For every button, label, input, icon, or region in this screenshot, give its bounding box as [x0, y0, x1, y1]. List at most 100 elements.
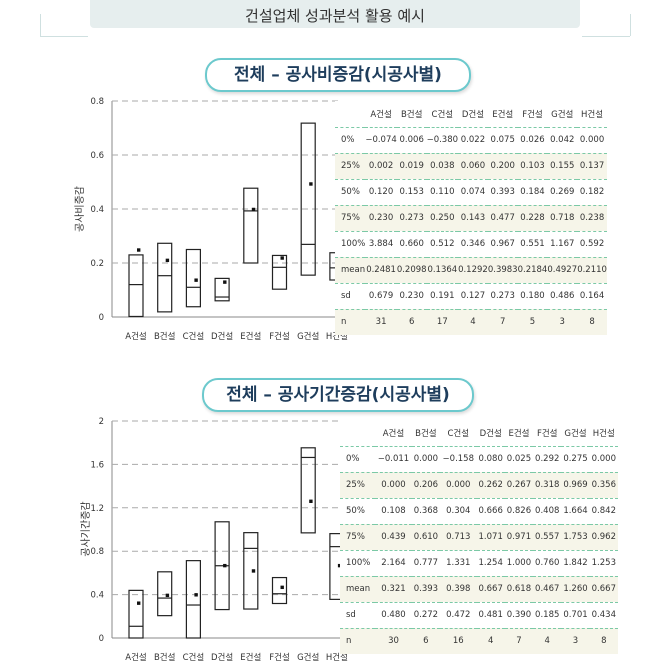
table-cell: 0.304: [446, 506, 471, 516]
table-header-row: A건설 B건설 C건설 D건설 E건설 F건설 G건설 H건설: [335, 101, 607, 127]
table-row: mean 0.2481 0.2098 0.1364 0.1292 0.3983 0.2184…: [335, 257, 607, 283]
y-axis-label: 공사기간증감: [80, 501, 92, 556]
column-header: D건설: [461, 109, 485, 120]
x-tick-label: B건설: [154, 652, 176, 663]
table-row: sd 0.480 0.272 0.472 0.481 0.390 0.185 0.701 0.4…: [340, 602, 618, 628]
table-cell: 0.275: [563, 454, 588, 464]
table-cell: 0.667: [478, 584, 503, 594]
guide-line: [582, 36, 630, 37]
x-tick-label: F건설: [269, 331, 290, 342]
column-header: A건설: [382, 428, 405, 439]
table-cell: 30: [388, 636, 399, 647]
table-cell: 0.3983: [487, 265, 518, 275]
table-row: 75% 0.439 0.610 0.713 1.071 0.971 0.557 1.753 0.…: [340, 524, 618, 550]
column-header: F건설: [522, 109, 543, 120]
table-cell: 0.356: [591, 480, 616, 490]
table-cell: 0.292: [535, 454, 560, 464]
row-label: 50%: [346, 506, 365, 516]
table-cell: 0.718: [550, 213, 575, 223]
mean-marker: [165, 593, 170, 598]
x-tick-label: A건설: [125, 652, 147, 663]
header-bar: 건설업체 성과분석 활용 예시: [90, 0, 580, 28]
table-cell: 0.439: [381, 532, 406, 542]
table-cell: 0.486: [550, 291, 575, 301]
mean-marker: [251, 569, 256, 573]
table-header-row: A건설 B건설 C건설 D건설 E건설 F건설 G건설 H건설: [340, 420, 618, 446]
table-cell: 0.480: [381, 610, 406, 620]
table-cell: 1.753: [563, 532, 588, 542]
table-cell: 0.000: [381, 480, 406, 490]
box: [243, 532, 259, 610]
box: [128, 254, 144, 318]
row-label: n: [346, 636, 352, 647]
table-cell: 0.434: [591, 610, 616, 620]
table-cell: 0.180: [520, 291, 545, 301]
table-cell: 31: [375, 317, 387, 328]
y-tick-label: 0.2: [90, 259, 104, 269]
row-label: 100%: [341, 239, 366, 249]
y-axis-label: 공사비증감: [74, 186, 86, 232]
y-tick-label: 0.8: [90, 97, 104, 107]
table-cell: 0.1364: [427, 265, 458, 275]
table-cell: 3: [559, 317, 565, 328]
table-cell: 0.398: [446, 584, 471, 594]
table-cell: 0.393: [413, 584, 439, 594]
page-title: 건설업체 성과분석 활용 예시: [245, 7, 425, 25]
column-header: E건설: [508, 428, 530, 439]
table-cell: 0.318: [535, 480, 560, 490]
table-cell: 8: [601, 636, 607, 647]
table-cell: 0.000: [579, 135, 605, 145]
row-label: 75%: [346, 532, 365, 542]
table-cell: 0.155: [550, 161, 575, 171]
row-label: 25%: [346, 480, 365, 490]
x-tick-label: D건설: [211, 652, 233, 663]
table-cell: 0.610: [413, 532, 439, 542]
table-cell: 0.143: [460, 213, 486, 223]
table-cell: 0.826: [506, 506, 532, 516]
mean-marker: [309, 182, 313, 186]
table-row: n 30 6 16 4 7 4 3 8: [340, 628, 618, 654]
table-cell: 1.842: [563, 558, 588, 568]
y-tick-label: 0.4: [90, 205, 104, 215]
table-cell: 8: [589, 317, 595, 328]
chart-title: 전체 – 공사기간증감(시공사별): [202, 378, 474, 412]
table-cell: 0.127: [460, 291, 486, 301]
y-tick-label: 0.6: [90, 151, 104, 161]
table-row: 0% −0.074 0.006 −0.380 0.022 0.075 0.026 0.042 0…: [335, 127, 607, 153]
table-cell: 7: [500, 317, 506, 328]
table-cell: 2.164: [381, 558, 406, 568]
y-tick-label: 0: [99, 313, 104, 323]
table-cell: 0.777: [413, 558, 439, 568]
table-cell: 0.022: [460, 135, 486, 145]
table-row: 50% 0.108 0.368 0.304 0.666 0.826 0.408 1.664 0.…: [340, 498, 618, 524]
table-cell: 0.074: [460, 187, 486, 197]
table-cell: 0.250: [430, 213, 455, 223]
x-tick-label: A건설: [125, 331, 147, 342]
table-row: 25% 0.002 0.019 0.038 0.060 0.200 0.103 0.155 0.…: [335, 153, 607, 179]
table-row: mean 0.321 0.393 0.398 0.667 0.618 0.467 1.260 0…: [340, 576, 618, 602]
x-tick-label: F건설: [269, 652, 290, 663]
mean-marker: [337, 563, 342, 568]
table-cell: 0.393: [490, 187, 515, 197]
mean-marker: [137, 601, 141, 605]
table-cell: 0.969: [563, 480, 588, 490]
box: [185, 248, 201, 308]
table-cell: 0.273: [399, 213, 424, 223]
row-label: mean: [346, 584, 371, 594]
column-header: [335, 101, 365, 127]
table-cell: 4: [487, 636, 494, 647]
table-cell: 0.701: [563, 610, 588, 620]
column-header: B건설: [400, 109, 423, 120]
table-cell: 0.206: [413, 480, 439, 490]
row-label: sd: [341, 291, 351, 301]
y-tick-label: 1.2: [90, 504, 104, 514]
table-cell: 0.000: [413, 454, 439, 464]
table-cell: 0.390: [506, 610, 532, 620]
table-cell: 1.000: [506, 558, 532, 568]
table-cell: 1.167: [550, 239, 575, 249]
row-label: n: [341, 317, 347, 328]
x-tick-label: H건설: [326, 652, 348, 663]
table-cell: 1.071: [478, 532, 503, 542]
x-tick-label: E건설: [240, 331, 261, 342]
